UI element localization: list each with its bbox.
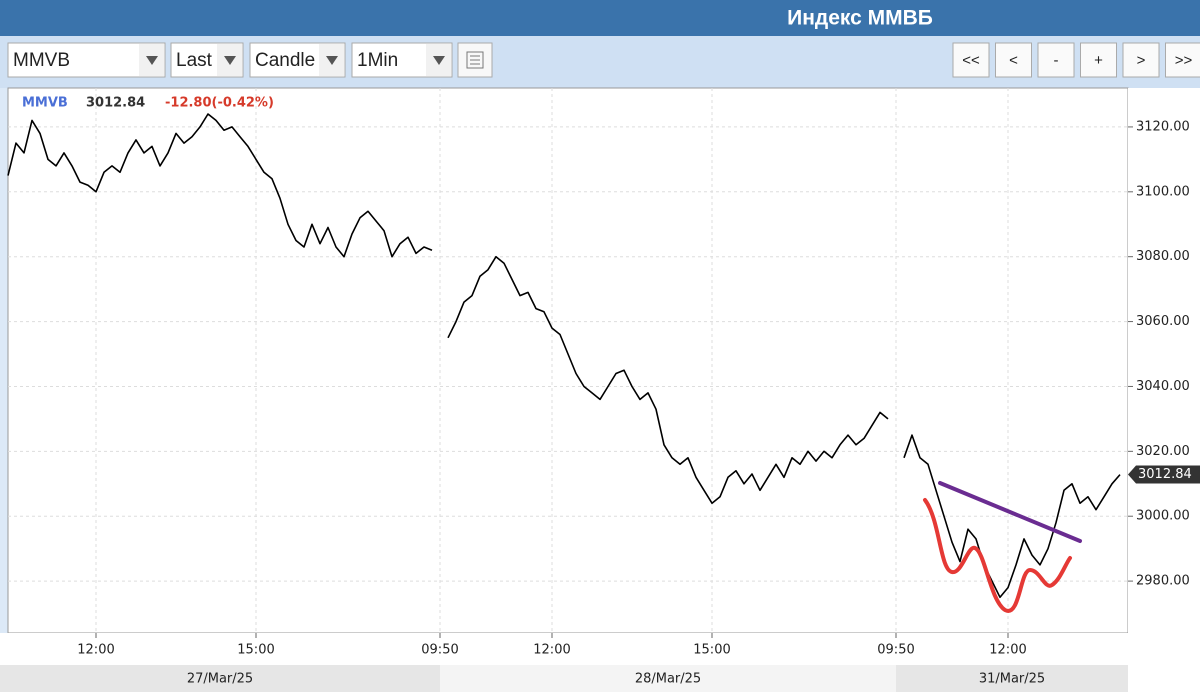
y-tick-label: 3080.00 xyxy=(1136,249,1190,264)
dropdown-value: MMVB xyxy=(13,50,70,71)
session-label: 27/Mar/25 xyxy=(187,672,253,687)
nav-button[interactable]: > xyxy=(1123,43,1159,77)
y-tick-label: 3100.00 xyxy=(1136,184,1190,199)
last-price-label: 3012.84 xyxy=(1138,467,1192,482)
dropdown[interactable]: 1Min xyxy=(352,43,452,77)
nav-button[interactable]: << xyxy=(953,43,989,77)
nav-button[interactable]: >> xyxy=(1166,43,1200,77)
session-label: 28/Mar/25 xyxy=(635,672,701,687)
dropdown[interactable]: MMVB xyxy=(8,43,165,77)
x-tick-label: 09:50 xyxy=(877,643,914,658)
legend-symbol: MMVB xyxy=(22,96,68,111)
y-tick-label: 3040.00 xyxy=(1136,379,1190,394)
x-tick-label: 15:00 xyxy=(693,643,730,658)
dropdown[interactable]: Last xyxy=(171,43,243,77)
button-label: << xyxy=(962,52,980,69)
settings-button[interactable] xyxy=(458,43,492,77)
legend-last: 3012.84 xyxy=(86,96,145,111)
session-label: 31/Mar/25 xyxy=(979,672,1045,687)
x-tick-label: 15:00 xyxy=(237,643,274,658)
x-tick-label: 09:50 xyxy=(421,643,458,658)
dropdown-value: Last xyxy=(176,50,213,71)
y-tick-label: 3120.00 xyxy=(1136,119,1190,134)
header-title: Индекс ММВБ xyxy=(787,7,933,30)
nav-button[interactable]: < xyxy=(996,43,1032,77)
plot-area xyxy=(8,88,1128,633)
x-tick-label: 12:00 xyxy=(77,643,114,658)
y-tick-label: 3060.00 xyxy=(1136,314,1190,329)
button-label: > xyxy=(1137,52,1146,69)
y-tick-label: 3020.00 xyxy=(1136,444,1190,459)
y-tick-label: 2980.00 xyxy=(1136,574,1190,589)
button-label: + xyxy=(1094,52,1103,69)
x-tick-label: 12:00 xyxy=(533,643,570,658)
y-axis-area xyxy=(1128,88,1200,633)
dropdown[interactable]: Candle xyxy=(250,43,345,77)
nav-button[interactable]: + xyxy=(1081,43,1117,77)
x-tick-label: 12:00 xyxy=(989,643,1026,658)
legend-change: -12.80(-0.42%) xyxy=(165,96,274,111)
button-label: - xyxy=(1054,52,1059,69)
dropdown-value: 1Min xyxy=(357,50,398,71)
button-label: < xyxy=(1009,52,1018,69)
dropdown-value: Candle xyxy=(255,50,315,71)
nav-button[interactable]: - xyxy=(1038,43,1074,77)
y-tick-label: 3000.00 xyxy=(1136,509,1190,524)
button-label: >> xyxy=(1175,52,1193,69)
header-bar xyxy=(0,0,1200,36)
